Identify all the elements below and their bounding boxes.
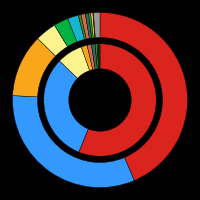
Wedge shape — [99, 44, 100, 69]
Wedge shape — [81, 45, 93, 71]
Wedge shape — [99, 44, 100, 69]
Wedge shape — [68, 15, 84, 42]
Wedge shape — [55, 19, 77, 47]
Wedge shape — [98, 44, 99, 69]
Wedge shape — [79, 44, 156, 156]
Wedge shape — [87, 44, 95, 70]
Wedge shape — [38, 25, 68, 56]
Wedge shape — [81, 14, 89, 39]
Wedge shape — [100, 12, 187, 181]
Wedge shape — [95, 44, 98, 69]
Wedge shape — [13, 96, 134, 187]
Wedge shape — [85, 13, 92, 38]
Wedge shape — [78, 15, 86, 39]
Wedge shape — [91, 44, 97, 69]
Wedge shape — [60, 47, 90, 78]
Wedge shape — [44, 61, 88, 152]
Wedge shape — [88, 13, 93, 38]
Wedge shape — [91, 13, 95, 38]
Wedge shape — [13, 39, 56, 97]
Wedge shape — [93, 13, 95, 38]
Wedge shape — [93, 12, 100, 38]
Wedge shape — [97, 44, 99, 69]
